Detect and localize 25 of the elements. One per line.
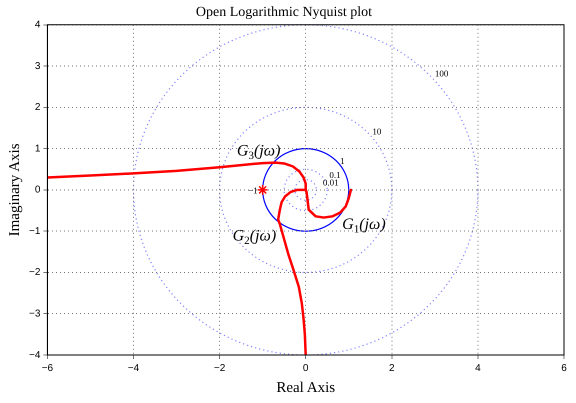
chart-title: Open Logarithmic Nyquist plot — [196, 5, 372, 20]
y-tick-label: −1 — [28, 226, 41, 237]
y-tick-label: 1 — [34, 143, 41, 154]
y-tick-label: 4 — [34, 20, 41, 31]
annotation: 10 — [372, 126, 382, 136]
annotation: 0.01 — [322, 178, 339, 188]
series-label: −1 — [248, 185, 258, 196]
annotation: 1 — [340, 156, 345, 166]
y-tick-label: 0 — [34, 184, 41, 196]
x-tick-label: 2 — [389, 362, 396, 374]
y-tick-label: −2 — [28, 267, 41, 278]
annotation: 0.1 — [329, 170, 341, 180]
y-tick-label: −4 — [28, 350, 41, 361]
annotation: 100 — [434, 68, 449, 79]
x-tick-label: 6 — [561, 362, 568, 374]
y-tick-label: −3 — [28, 308, 41, 320]
x-tick-label: −4 — [128, 362, 140, 374]
y-tick-label: 2 — [34, 102, 41, 114]
y-tick-label: 3 — [34, 60, 41, 72]
x-tick-label: −6 — [42, 362, 54, 374]
x-tick-label: 4 — [475, 362, 482, 374]
x-tick-label: 0 — [302, 362, 309, 374]
x-tick-label: −2 — [214, 362, 226, 374]
y-axis-title: Imaginary Axis — [6, 143, 23, 236]
x-axis-title: Real Axis — [276, 380, 336, 396]
